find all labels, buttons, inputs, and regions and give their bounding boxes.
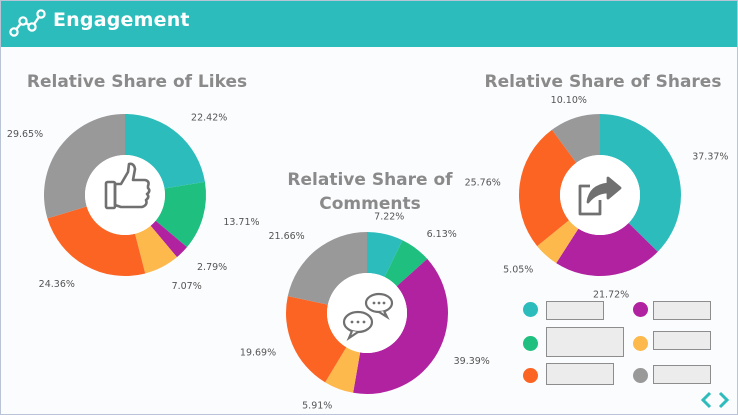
likes-slice-label-green: 13.71% bbox=[223, 217, 259, 228]
comments-chart-title: Relative Share of Comments bbox=[287, 170, 453, 214]
header-bar: Engagement bbox=[1, 1, 737, 47]
legend-swatch-teal bbox=[523, 302, 538, 317]
likes-slice-orange bbox=[47, 206, 146, 276]
comments-slice-gray bbox=[287, 232, 367, 305]
network-nodes-icon bbox=[9, 9, 46, 37]
comments-slice-label-yellow: 5.91% bbox=[302, 401, 332, 412]
likes-slice-magenta bbox=[150, 220, 187, 258]
shares-donut-hole bbox=[560, 155, 640, 235]
shares-donut-chart: 37.37% 21.72% 5.05% 25.76% 10.10% bbox=[465, 95, 729, 300]
legend-swatch-green bbox=[523, 336, 538, 351]
shares-slice-label-orange: 25.76% bbox=[465, 177, 501, 188]
comments-slice-green bbox=[384, 240, 428, 287]
comments-slice-yellow bbox=[325, 347, 361, 393]
legend-swatch-gray bbox=[633, 368, 648, 383]
shares-slice-gray bbox=[551, 114, 600, 163]
shares-slice-label-magenta: 21.72% bbox=[593, 289, 629, 300]
comments-slice-magenta bbox=[353, 258, 449, 395]
likes-slice-label-yellow: 7.07% bbox=[172, 281, 202, 292]
likes-donut-chart: 22.42% 13.71% 2.79% 7.07% 24.36% 29.65% bbox=[7, 112, 260, 291]
shares-slice-magenta bbox=[556, 223, 658, 277]
legend-label-green bbox=[546, 327, 624, 357]
shares-chart-title: Relative Share of Shares bbox=[484, 72, 722, 92]
chevron-logo-icon bbox=[700, 391, 730, 409]
legend-swatch-yellow bbox=[633, 336, 648, 351]
comments-slice-label-green: 6.13% bbox=[427, 229, 457, 240]
comments-slice-orange bbox=[286, 296, 347, 383]
likes-slice-label-orange: 24.36% bbox=[39, 279, 75, 290]
legend-label-magenta bbox=[653, 301, 711, 320]
likes-slice-label-gray: 29.65% bbox=[7, 129, 43, 140]
likes-slice-yellow bbox=[134, 225, 177, 274]
legend-swatch-orange bbox=[523, 368, 538, 383]
comments-slice-teal bbox=[367, 232, 403, 278]
comments-slice-label-gray: 21.66% bbox=[268, 231, 304, 242]
shares-slice-yellow bbox=[537, 220, 579, 264]
legend-label-orange bbox=[546, 363, 614, 385]
likes-slice-green bbox=[155, 181, 206, 248]
legend-swatch-magenta bbox=[633, 302, 648, 317]
likes-donut-hole bbox=[85, 155, 165, 235]
comments-slice-label-teal: 7.22% bbox=[374, 212, 404, 223]
likes-slice-gray bbox=[44, 114, 126, 219]
shares-slice-teal bbox=[600, 114, 681, 252]
header-title: Engagement bbox=[53, 9, 190, 31]
comments-donut-hole bbox=[327, 273, 407, 353]
likes-chart-title: Relative Share of Likes bbox=[26, 72, 248, 92]
thumbs-up-icon bbox=[104, 162, 151, 210]
shares-slice-label-teal: 37.37% bbox=[692, 151, 728, 162]
comments-donut-chart: 7.22% 6.13% 39.39% 5.91% 19.69% 21.66% bbox=[240, 212, 490, 412]
likes-slice-label-magenta: 2.79% bbox=[197, 262, 227, 273]
likes-slice-label-teal: 22.42% bbox=[191, 112, 227, 123]
likes-slice-teal bbox=[125, 114, 205, 189]
legend-label-teal bbox=[546, 301, 604, 320]
comments-slice-label-orange: 19.69% bbox=[240, 347, 276, 358]
legend-label-yellow bbox=[653, 331, 711, 350]
shares-slice-orange bbox=[518, 129, 577, 247]
comments-slice-label-magenta: 39.39% bbox=[454, 356, 490, 367]
legend-label-gray bbox=[653, 365, 711, 384]
chat-bubbles-icon bbox=[342, 292, 394, 341]
share-arrow-icon bbox=[578, 176, 622, 216]
shares-slice-label-gray: 10.10% bbox=[551, 95, 587, 106]
shares-slice-label-yellow: 5.05% bbox=[503, 265, 533, 276]
